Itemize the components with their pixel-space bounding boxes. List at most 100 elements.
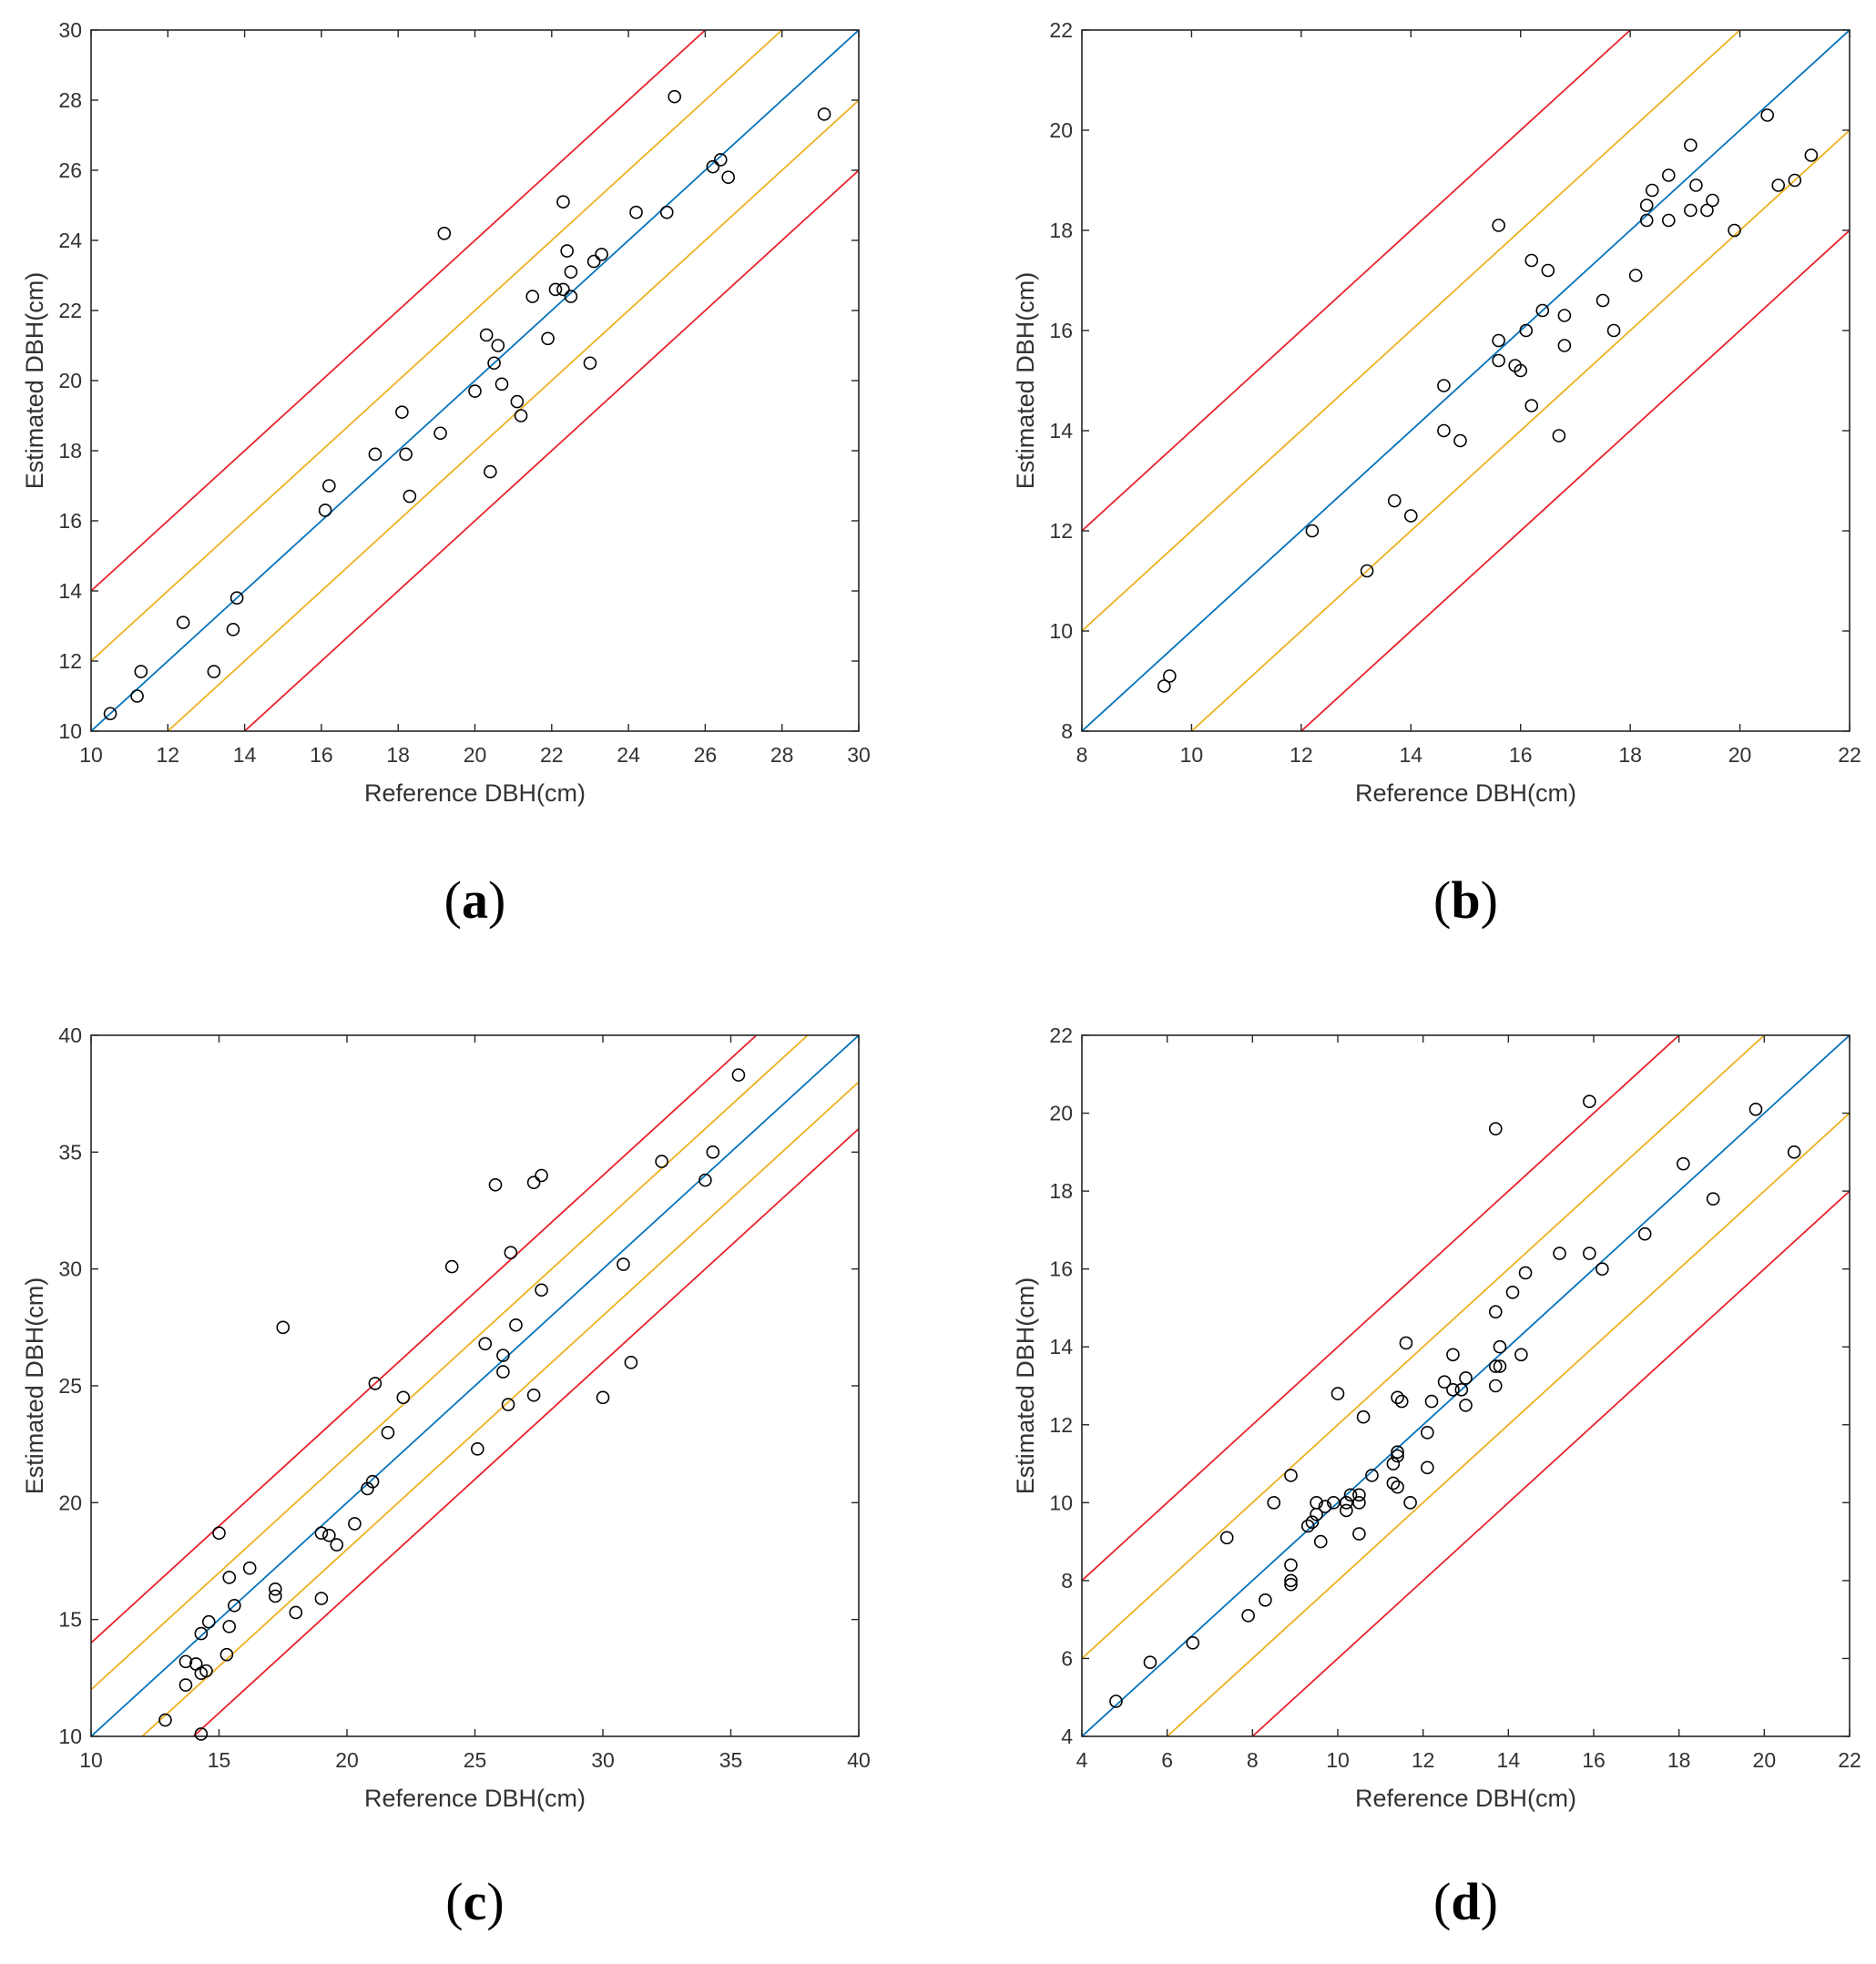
y-tick-label: 18 (1049, 1179, 1073, 1203)
data-point (1492, 353, 1505, 368)
data-point (1684, 138, 1698, 152)
reference-line (1082, 1035, 1681, 1582)
x-tick-label: 8 (1247, 1748, 1259, 1772)
data-point (496, 1365, 510, 1379)
data-point (1394, 1394, 1409, 1409)
x-tick-label: 30 (591, 1748, 615, 1772)
data-point (1143, 1655, 1157, 1670)
data-point (1424, 1394, 1439, 1409)
data-point (229, 591, 244, 605)
data-point (535, 1283, 548, 1297)
data-point (437, 226, 452, 240)
data-point (395, 405, 409, 419)
data-point (659, 205, 674, 219)
y-tick-label: 8 (1061, 719, 1073, 743)
y-tick-label: 14 (1049, 1335, 1073, 1359)
reference-line (91, 1035, 859, 1736)
data-point (586, 254, 601, 269)
x-tick-label: 20 (1753, 1748, 1777, 1772)
data-point (199, 1664, 213, 1678)
y-tick-label: 20 (1049, 1102, 1073, 1125)
data-point (1505, 1286, 1520, 1299)
y-axis-label: Estimated DBH(cm) (1012, 1277, 1039, 1495)
data-point (1728, 223, 1741, 238)
data-points (1157, 108, 1819, 693)
data-point (1557, 309, 1572, 322)
data-point (314, 1526, 329, 1540)
data-point (1305, 524, 1320, 538)
data-point (1284, 1469, 1298, 1482)
data-point (1493, 1359, 1507, 1373)
reference-line (91, 30, 707, 592)
reference-line (243, 169, 859, 731)
data-point (629, 205, 643, 219)
data-point (289, 1605, 303, 1620)
y-tick-label: 22 (58, 299, 82, 322)
data-point (1628, 269, 1643, 282)
data-point (1399, 1336, 1413, 1350)
data-point (1340, 1503, 1353, 1518)
y-tick-label: 20 (58, 369, 82, 392)
data-point (1327, 1496, 1341, 1510)
reference-line (1166, 1112, 1850, 1736)
y-tick-label: 20 (1049, 118, 1073, 142)
x-axis-label: Reference DBH(cm) (1355, 779, 1576, 807)
panel-label-open: ( (444, 870, 462, 930)
y-tick-label: 12 (58, 649, 82, 673)
x-tick-label: 10 (79, 1748, 103, 1772)
y-tick-label: 30 (58, 1257, 82, 1281)
data-point (1219, 1531, 1234, 1545)
data-point (1305, 1515, 1320, 1530)
data-point (504, 1246, 518, 1259)
data-point (1488, 1379, 1503, 1393)
x-tick-label: 10 (79, 743, 103, 767)
data-point (178, 1678, 193, 1692)
data-point (1437, 379, 1451, 392)
y-tick-label: 10 (1049, 619, 1073, 643)
data-point (1514, 363, 1528, 378)
panels: 10 12 14 16 18 20 22 24 26 28 30 10 12 14 16 18 20 22 24 26… (21, 18, 1861, 1931)
y-tick-label: 26 (58, 158, 82, 182)
data-point (668, 89, 681, 104)
y-tick-label: 8 (1061, 1569, 1073, 1593)
y-tick-label: 14 (1049, 419, 1073, 443)
x-tick-label: 10 (1180, 743, 1204, 767)
data-point (1488, 1359, 1503, 1373)
data-point (596, 1390, 610, 1405)
data-point (1518, 1266, 1533, 1280)
reference-line (1300, 229, 1850, 731)
data-point (1310, 1496, 1323, 1510)
data-point (1645, 183, 1659, 198)
data-point (269, 1589, 282, 1603)
data-point (226, 623, 240, 636)
data-point (564, 265, 578, 279)
data-point (617, 1257, 630, 1271)
y-tick-label: 20 (58, 1491, 82, 1514)
data-point (1700, 203, 1714, 218)
data-point (525, 290, 540, 303)
y-tick-label: 18 (58, 439, 82, 463)
x-tick-label: 16 (1509, 743, 1533, 767)
data-point (1661, 168, 1676, 182)
panel-label-letter: c (464, 1872, 487, 1931)
data-point (556, 195, 570, 209)
panel-label: (b) (1433, 870, 1498, 930)
panel-label: (a) (444, 870, 506, 930)
data-point (1343, 1488, 1358, 1502)
panel-label-close: ) (488, 870, 505, 930)
data-point (276, 1320, 291, 1335)
chart-panel-c: 10 15 20 25 30 35 40 10 15 20 25 30 35 40 Reference DB… (21, 1023, 871, 1931)
data-point (1596, 293, 1610, 308)
data-point (1661, 213, 1676, 228)
data-point (1163, 669, 1177, 683)
data-point (1403, 509, 1418, 523)
data-point (496, 1348, 510, 1362)
data-point (1706, 1192, 1720, 1206)
data-point (1386, 1457, 1401, 1470)
panel-label-close: ) (1481, 1872, 1498, 1931)
data-point (1352, 1496, 1366, 1510)
data-point (1331, 1387, 1345, 1400)
panel-label-open: ( (1433, 870, 1451, 930)
y-tick-label: 12 (1049, 519, 1073, 543)
y-tick-label: 12 (1049, 1413, 1073, 1437)
